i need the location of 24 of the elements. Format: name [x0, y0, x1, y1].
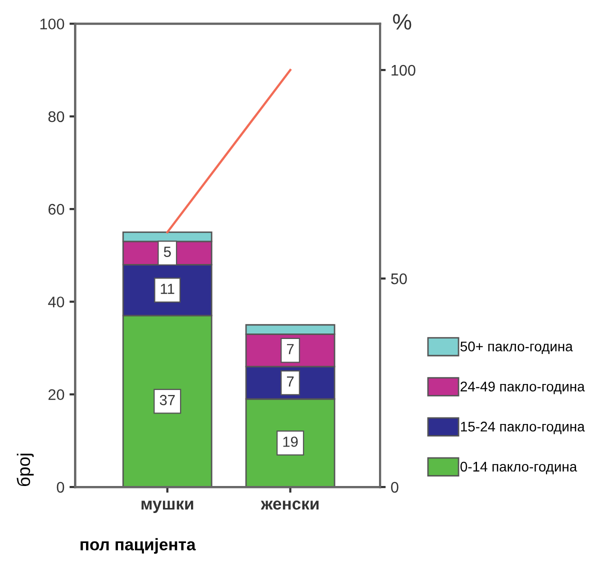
y-axis-title: број: [16, 454, 34, 486]
legend-label: 0-14 пакло-година: [460, 462, 578, 474]
legend-label: 50+ пакло-година: [460, 342, 573, 354]
y2-tick-label: 50: [391, 273, 407, 284]
y2-tick-label: 100: [392, 64, 416, 76]
y-tick-label: 100: [40, 18, 64, 30]
y-tick-label: 20: [48, 389, 64, 400]
y2-tick-label: 0: [391, 482, 398, 493]
x-tick-label: мушки: [142, 500, 194, 513]
y-tick-label: 0: [56, 482, 64, 493]
y2-axis-title: %: [393, 14, 412, 30]
data-label: 7: [286, 344, 294, 354]
x-axis-title: пол пацијента: [80, 538, 196, 554]
data-label: 7: [286, 376, 294, 387]
data-label: 19: [283, 436, 298, 447]
data-label: 11: [160, 284, 174, 294]
x-tick-label: женски: [260, 500, 319, 510]
data-label: 37: [160, 394, 175, 406]
data-label: 5: [164, 246, 171, 257]
y-tick-label: 60: [48, 204, 64, 215]
y-tick-label: 80: [48, 111, 64, 122]
legend-label: 15-24 пакло-година: [460, 422, 585, 434]
legend-label: 24-49 пакло-година: [460, 382, 585, 394]
y-tick-label: 40: [48, 296, 64, 308]
